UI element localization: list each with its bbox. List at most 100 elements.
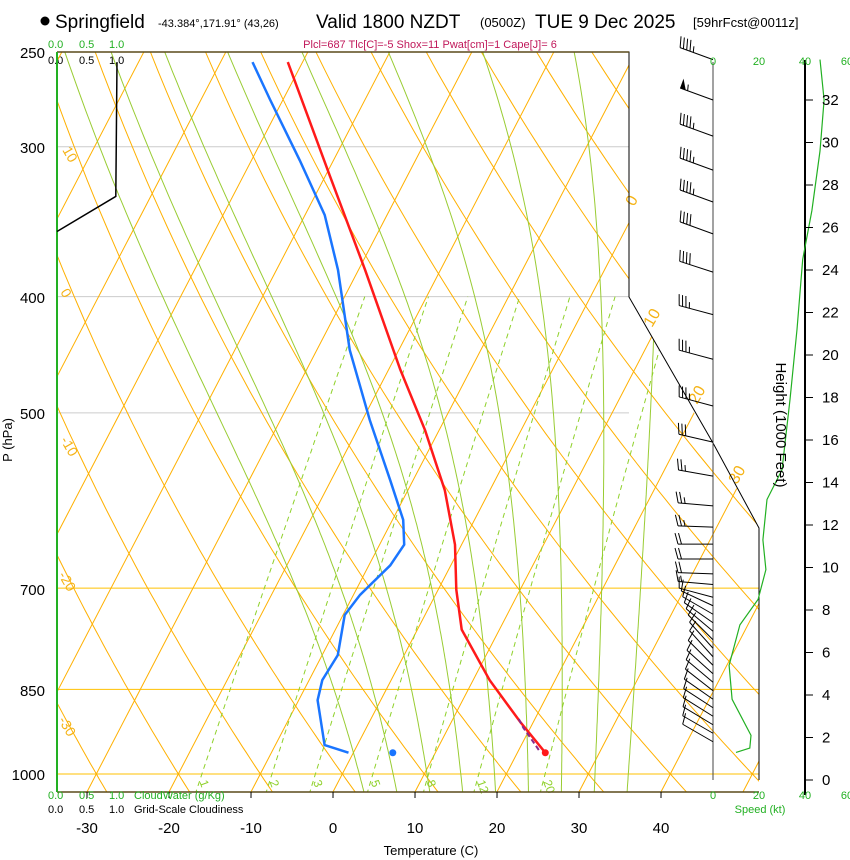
wind-barb xyxy=(674,514,714,528)
wind-barb-staff xyxy=(686,649,714,675)
surface-temperature-marker xyxy=(541,749,549,757)
x-axis-title: Temperature (C) xyxy=(384,843,479,858)
dry-adiabat-line xyxy=(250,52,759,792)
wind-barb-staff xyxy=(681,590,714,607)
wind-barb xyxy=(685,598,714,632)
wind-barb-staff xyxy=(679,123,714,137)
wind-barb-half-feather xyxy=(687,84,689,91)
wind-barb-half-feather xyxy=(683,497,686,504)
wind-barb-feather xyxy=(675,491,679,503)
moist-adiabat-line xyxy=(569,52,605,792)
wind-barb-feather xyxy=(686,115,689,127)
pressure-tick-label: 1000 xyxy=(12,767,45,784)
wind-barb xyxy=(689,620,714,658)
mixing-ratio-line xyxy=(539,296,675,792)
pressure-tick-label: 500 xyxy=(20,406,45,423)
wind-barb xyxy=(679,112,714,137)
temp-tick-label: 40 xyxy=(653,820,670,837)
wind-barb-feather xyxy=(682,113,685,126)
wind-barb-feather xyxy=(687,604,695,616)
isotherm-label: 10 xyxy=(641,306,665,330)
dry-adiabat-line xyxy=(86,52,524,792)
valid-time: Valid 1800 NZDT xyxy=(316,12,461,33)
wind-barb-feather xyxy=(678,547,682,560)
cloudwater-tick-top: 0.5 xyxy=(79,39,94,51)
wind-barb-staff xyxy=(683,697,714,717)
height-tick-label: 20 xyxy=(822,347,839,364)
wind-barb-feather xyxy=(680,459,683,471)
moist-adiabat-line xyxy=(626,52,658,792)
height-tick-label: 28 xyxy=(822,177,839,194)
wind-barb xyxy=(685,649,714,683)
wind-barb-staff xyxy=(679,87,714,101)
isotherm-line xyxy=(57,52,402,792)
height-tick-label: 0 xyxy=(822,772,830,789)
wind-barb xyxy=(679,36,714,61)
wind-barb-half-feather xyxy=(692,188,695,195)
dry-adiabat-line xyxy=(57,52,275,792)
wind-barb-staff xyxy=(678,469,714,477)
wind-barb-staff xyxy=(685,659,714,683)
wind-barb-feather xyxy=(682,585,687,597)
temp-tick-label: -30 xyxy=(76,820,98,837)
cloudiness-tick-top: 0.0 xyxy=(48,55,63,67)
y-axis-title: P (hPa) xyxy=(0,418,15,462)
dry-adiabat-line xyxy=(57,52,441,792)
wind-barb-feather xyxy=(678,514,683,527)
wind-barb-feather xyxy=(689,39,692,52)
dry-adiabat-label: -10 xyxy=(57,434,81,460)
cloudiness-tick-top: 0.5 xyxy=(79,55,94,67)
wind-barb xyxy=(675,570,714,585)
wind-barb-staff xyxy=(679,260,714,273)
wind-barb xyxy=(682,695,714,726)
mixing-ratio-line xyxy=(422,296,571,792)
wind-barb-staff xyxy=(679,396,714,407)
wind-barb-feather xyxy=(679,249,681,262)
isotherm-label: 0 xyxy=(623,193,642,209)
wind-barb xyxy=(674,547,713,560)
moist-adiabat-line xyxy=(102,52,398,792)
speed-tick-top: 40 xyxy=(799,56,811,68)
height-tick-label: 26 xyxy=(822,220,839,237)
dry-adiabat-line xyxy=(359,52,759,792)
mixing-ratio-line xyxy=(366,296,521,792)
wind-barb-staff xyxy=(682,596,714,615)
wind-barb-staff xyxy=(682,706,714,726)
moist-adiabat-line xyxy=(57,52,365,792)
height-tick-label: 16 xyxy=(822,432,839,449)
wind-barb xyxy=(682,704,714,734)
wind-barb-feather xyxy=(678,532,682,545)
wind-barb xyxy=(683,591,714,624)
wind-barb xyxy=(682,713,714,743)
temp-tick-label: 10 xyxy=(407,820,424,837)
mixing-ratio-label: 20 xyxy=(540,778,558,796)
speed-tick-top: 20 xyxy=(753,56,765,68)
plot-frame xyxy=(712,442,760,780)
wind-barb-feather xyxy=(674,547,679,560)
wind-barb-staff xyxy=(678,580,714,585)
wind-barb-staff xyxy=(678,502,714,507)
wind-barb-feather xyxy=(679,491,683,504)
parcel-line xyxy=(517,718,540,751)
wind-barb-staff xyxy=(679,349,714,360)
wind-barb-staff xyxy=(687,640,714,666)
pressure-tick-label: 400 xyxy=(20,290,45,307)
temp-tick-label: 20 xyxy=(489,820,506,837)
wind-barb-pennant xyxy=(680,78,686,91)
pressure-tick-label: 300 xyxy=(20,140,45,157)
wind-barb-half-feather xyxy=(692,156,695,163)
speed-tick-top: 60 xyxy=(841,56,850,68)
wind-barb-feather xyxy=(682,179,685,192)
wind-barb xyxy=(686,639,714,675)
height-tick-label: 10 xyxy=(822,560,839,577)
wind-barb xyxy=(689,612,714,649)
temp-tick-label: 30 xyxy=(571,820,588,837)
speed-tick-bottom: 20 xyxy=(753,790,765,802)
wind-barb-feather xyxy=(682,695,687,707)
wind-barb xyxy=(678,576,714,598)
cloudiness-tick-bottom: 1.0 xyxy=(109,804,124,816)
wind-barb-feather xyxy=(675,570,679,582)
wind-barb xyxy=(678,294,714,316)
wind-barb-staff xyxy=(685,608,714,632)
dry-adiabat-line xyxy=(141,52,607,792)
